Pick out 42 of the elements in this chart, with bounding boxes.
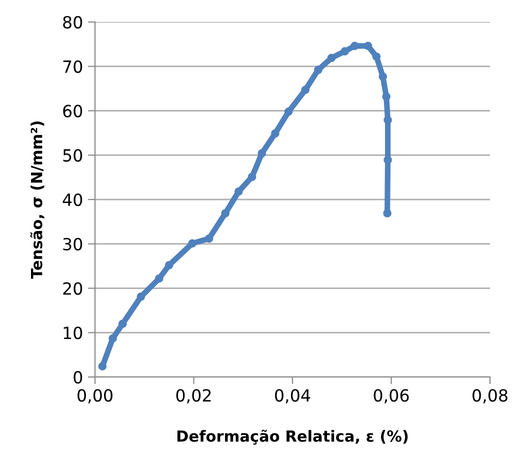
point	[383, 209, 392, 218]
point	[340, 47, 350, 56]
point	[384, 116, 392, 124]
point	[378, 72, 388, 81]
point	[164, 261, 174, 270]
point	[188, 239, 196, 248]
y-tick-label: 40	[62, 193, 82, 206]
x-tick-label: 0,08	[472, 389, 508, 404]
point	[248, 172, 256, 182]
y-axis-title: Tensão, σ (N/mm²)	[30, 121, 44, 279]
point	[108, 334, 117, 343]
point	[350, 42, 359, 50]
y-tick-label: 70	[63, 60, 82, 73]
x-axis-title: Deformação Relatica, ε (%)	[177, 430, 408, 445]
y-tick-label: 50	[63, 149, 82, 162]
y-tick-label: 10	[64, 326, 82, 340]
point	[118, 320, 127, 328]
point	[204, 234, 214, 243]
point	[327, 54, 336, 62]
point	[382, 92, 390, 101]
point	[364, 42, 372, 50]
point	[271, 129, 280, 138]
y-tick-label: 20	[63, 282, 82, 295]
x-tick-label: 0,02	[176, 389, 211, 404]
point	[314, 66, 322, 74]
point	[136, 292, 146, 301]
point	[155, 274, 164, 283]
y-tick-label: 60	[63, 104, 82, 118]
point	[372, 52, 381, 61]
point	[258, 149, 266, 158]
y-tick-label: 0	[74, 370, 82, 384]
point	[221, 209, 230, 218]
point	[284, 107, 293, 116]
x-tick-label: 0,06	[374, 389, 409, 404]
point	[98, 362, 107, 371]
x-tick-label: 0,00	[78, 389, 112, 404]
point	[301, 86, 310, 94]
y-tick-label: 80	[63, 16, 82, 29]
point	[234, 187, 243, 196]
point	[384, 156, 392, 164]
y-tick-label: 30	[63, 238, 82, 250]
x-tick-label: 0,04	[275, 389, 310, 404]
